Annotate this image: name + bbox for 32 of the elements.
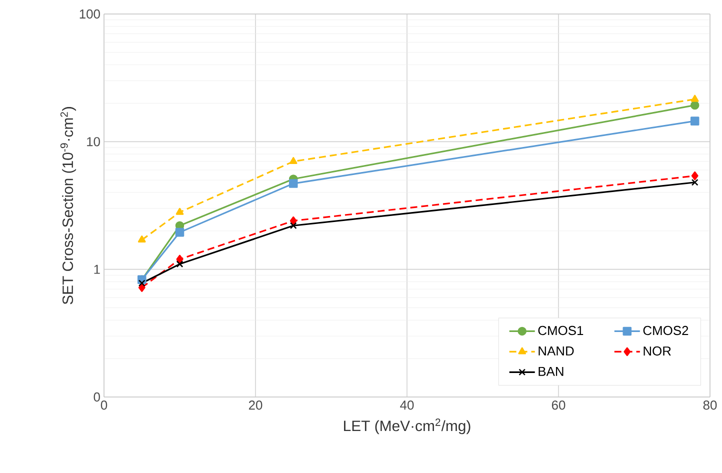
point (176, 260, 184, 268)
point (175, 228, 184, 237)
legend-label: CMOS1 (538, 326, 584, 336)
point (690, 116, 700, 126)
legend-label: NAND (538, 346, 574, 356)
point (691, 178, 698, 186)
legend-label: BAN (538, 366, 564, 376)
point (138, 283, 146, 292)
point (138, 236, 146, 243)
point (690, 100, 700, 110)
point (289, 157, 298, 164)
x-tick-label: 20 (248, 400, 262, 410)
y-tick-label: 10 (87, 137, 100, 146)
y-tick-label: 0 (94, 392, 100, 402)
point (290, 222, 297, 230)
point (138, 280, 146, 287)
point (690, 94, 699, 102)
point (691, 171, 698, 180)
y-tick-label: 1 (94, 264, 100, 274)
legend-label: NOR (644, 346, 671, 356)
point (176, 254, 184, 264)
x-tick-label: 40 (400, 400, 414, 410)
y-axis-title: SET Cross-Section (10$^{-9}$·cm$^{2}$) (60, 107, 76, 304)
point (290, 216, 297, 226)
x-tick-label: 80 (703, 400, 717, 410)
point (176, 208, 184, 215)
legend-label: CMOS2 (643, 326, 688, 336)
x-tick-label: 60 (552, 400, 566, 410)
x-tick-label: 0 (100, 400, 108, 410)
point (288, 179, 298, 188)
x-axis-title: LET (MeV·cm$^{2}$/mg) (344, 418, 470, 434)
y-tick-label: 100 (80, 9, 100, 19)
